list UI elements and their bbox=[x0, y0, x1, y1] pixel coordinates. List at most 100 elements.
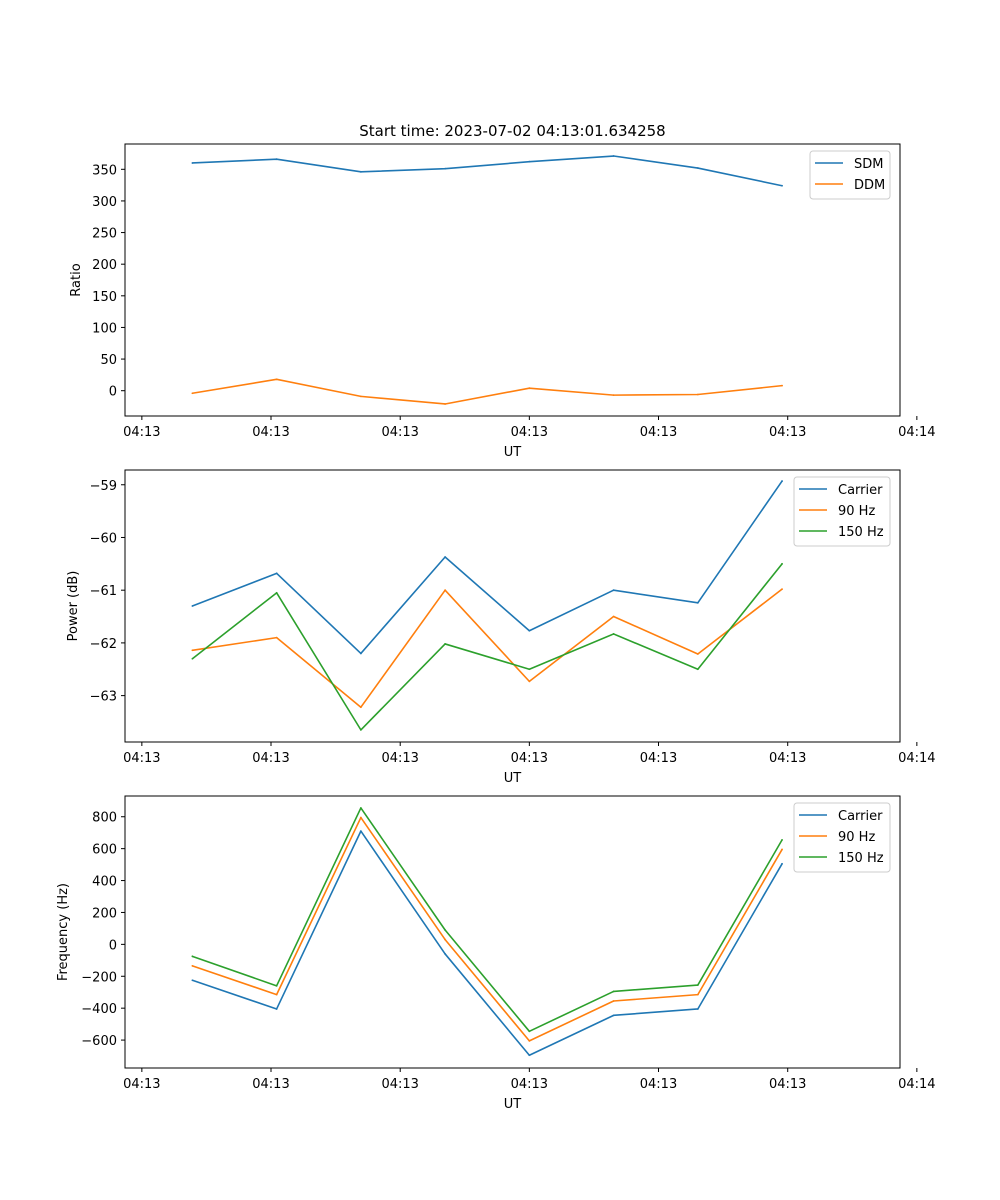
data-point bbox=[275, 1008, 278, 1010]
data-point bbox=[359, 395, 362, 398]
data-point bbox=[444, 403, 447, 405]
chart-panel-2: 04:13 04:13 04:13 04:13 04:13 04:13 04:14 −63 −6… bbox=[66, 469, 936, 786]
data-point bbox=[612, 633, 615, 635]
data-point bbox=[275, 591, 278, 594]
data-point bbox=[696, 1008, 699, 1010]
data-point bbox=[528, 629, 531, 632]
data-point bbox=[191, 392, 194, 395]
axes-frame bbox=[124, 795, 901, 1069]
y-tick-label: −600 bbox=[81, 1034, 117, 1049]
data-point bbox=[191, 605, 194, 607]
x-tick-label: 04:13 bbox=[640, 751, 677, 766]
x-tick-label: 04:13 bbox=[123, 1077, 160, 1092]
data-point bbox=[781, 184, 783, 187]
data-point bbox=[359, 807, 362, 809]
series-line-150-hz bbox=[192, 807, 783, 1033]
y-tick-label: 800 bbox=[92, 811, 117, 826]
y-tick-label: 0 bbox=[109, 385, 117, 400]
data-point bbox=[191, 979, 194, 982]
y-axis-label: Power (dB) bbox=[66, 571, 81, 642]
series-line-ddm bbox=[192, 378, 783, 405]
legend: SDM DDM bbox=[809, 150, 891, 200]
data-point bbox=[191, 657, 194, 660]
data-point bbox=[612, 589, 615, 592]
chart-panel-3: 04:13 04:13 04:13 04:13 04:13 04:13 04:14 −600 −… bbox=[56, 795, 936, 1112]
x-tick-label: 04:13 bbox=[769, 751, 806, 766]
legend-label: Carrier bbox=[838, 483, 883, 498]
x-tick-label: 04:13 bbox=[769, 425, 806, 440]
data-point bbox=[444, 643, 447, 645]
y-tick-label: 150 bbox=[92, 290, 117, 305]
data-point bbox=[696, 393, 699, 396]
data-point bbox=[359, 170, 362, 173]
data-point bbox=[359, 728, 362, 731]
x-tick-label: 04:13 bbox=[123, 751, 160, 766]
data-point bbox=[528, 387, 531, 390]
data-point bbox=[696, 668, 699, 671]
y-tick-label: 400 bbox=[92, 875, 117, 890]
axes-frame bbox=[124, 469, 901, 743]
data-point bbox=[781, 588, 783, 591]
x-tick-label: 04:13 bbox=[252, 751, 289, 766]
data-point bbox=[781, 562, 783, 565]
data-point bbox=[696, 653, 699, 655]
x-tick-label: 04:13 bbox=[640, 1077, 677, 1092]
data-point bbox=[191, 649, 194, 652]
legend-label: 90 Hz bbox=[838, 830, 875, 845]
y-tick-label: 200 bbox=[92, 258, 117, 273]
data-point bbox=[612, 1014, 615, 1017]
data-point bbox=[528, 680, 531, 683]
data-point bbox=[191, 955, 194, 958]
series-line-90-hz bbox=[192, 816, 783, 1042]
data-point bbox=[528, 160, 531, 163]
y-tick-label: 100 bbox=[92, 321, 117, 336]
x-tick-label: 04:13 bbox=[511, 1077, 548, 1092]
series-line-90-hz bbox=[192, 588, 783, 709]
data-point bbox=[528, 1039, 531, 1042]
y-tick-label: 0 bbox=[109, 938, 117, 953]
data-point bbox=[612, 155, 615, 157]
data-point bbox=[275, 993, 278, 996]
axes-frame bbox=[124, 143, 901, 417]
legend-label: 150 Hz bbox=[838, 525, 884, 540]
y-tick-label: −61 bbox=[90, 584, 117, 599]
y-tick-label: 200 bbox=[92, 906, 117, 921]
y-tick-label: 350 bbox=[92, 163, 117, 178]
data-point bbox=[191, 162, 194, 164]
data-point bbox=[191, 965, 194, 967]
legend: Carrier 90 Hz 150 Hz bbox=[793, 802, 891, 873]
x-tick-label: 04:13 bbox=[511, 425, 548, 440]
data-point bbox=[612, 394, 615, 397]
data-point bbox=[444, 938, 447, 941]
data-point bbox=[528, 1054, 531, 1057]
y-tick-label: −200 bbox=[81, 970, 117, 985]
y-tick-label: 250 bbox=[92, 227, 117, 242]
data-point bbox=[444, 589, 447, 592]
data-point bbox=[612, 1000, 615, 1002]
data-point bbox=[781, 838, 783, 841]
legend-label: 90 Hz bbox=[838, 504, 875, 519]
data-point bbox=[781, 480, 783, 482]
data-point bbox=[444, 953, 447, 955]
y-tick-label: −63 bbox=[90, 690, 117, 705]
data-point bbox=[696, 984, 699, 986]
x-axis-label: UT bbox=[504, 771, 522, 786]
x-tick-label: 04:13 bbox=[123, 425, 160, 440]
y-tick-label: 50 bbox=[100, 353, 117, 368]
data-point bbox=[275, 636, 278, 639]
data-point bbox=[359, 706, 362, 709]
series-line-carrier bbox=[192, 830, 783, 1057]
x-tick-label: 04:13 bbox=[511, 751, 548, 766]
data-point bbox=[359, 652, 362, 655]
data-point bbox=[444, 167, 447, 170]
x-axis-label: UT bbox=[504, 1097, 522, 1112]
y-axis-label: Frequency (Hz) bbox=[56, 883, 71, 981]
x-tick-label: 04:14 bbox=[898, 751, 935, 766]
series-line-carrier bbox=[192, 480, 783, 655]
x-tick-label: 04:13 bbox=[381, 751, 418, 766]
legend-label: SDM bbox=[854, 157, 883, 172]
chart-title: Start time: 2023-07-02 04:13:01.634258 bbox=[359, 122, 665, 140]
data-point bbox=[781, 862, 783, 865]
